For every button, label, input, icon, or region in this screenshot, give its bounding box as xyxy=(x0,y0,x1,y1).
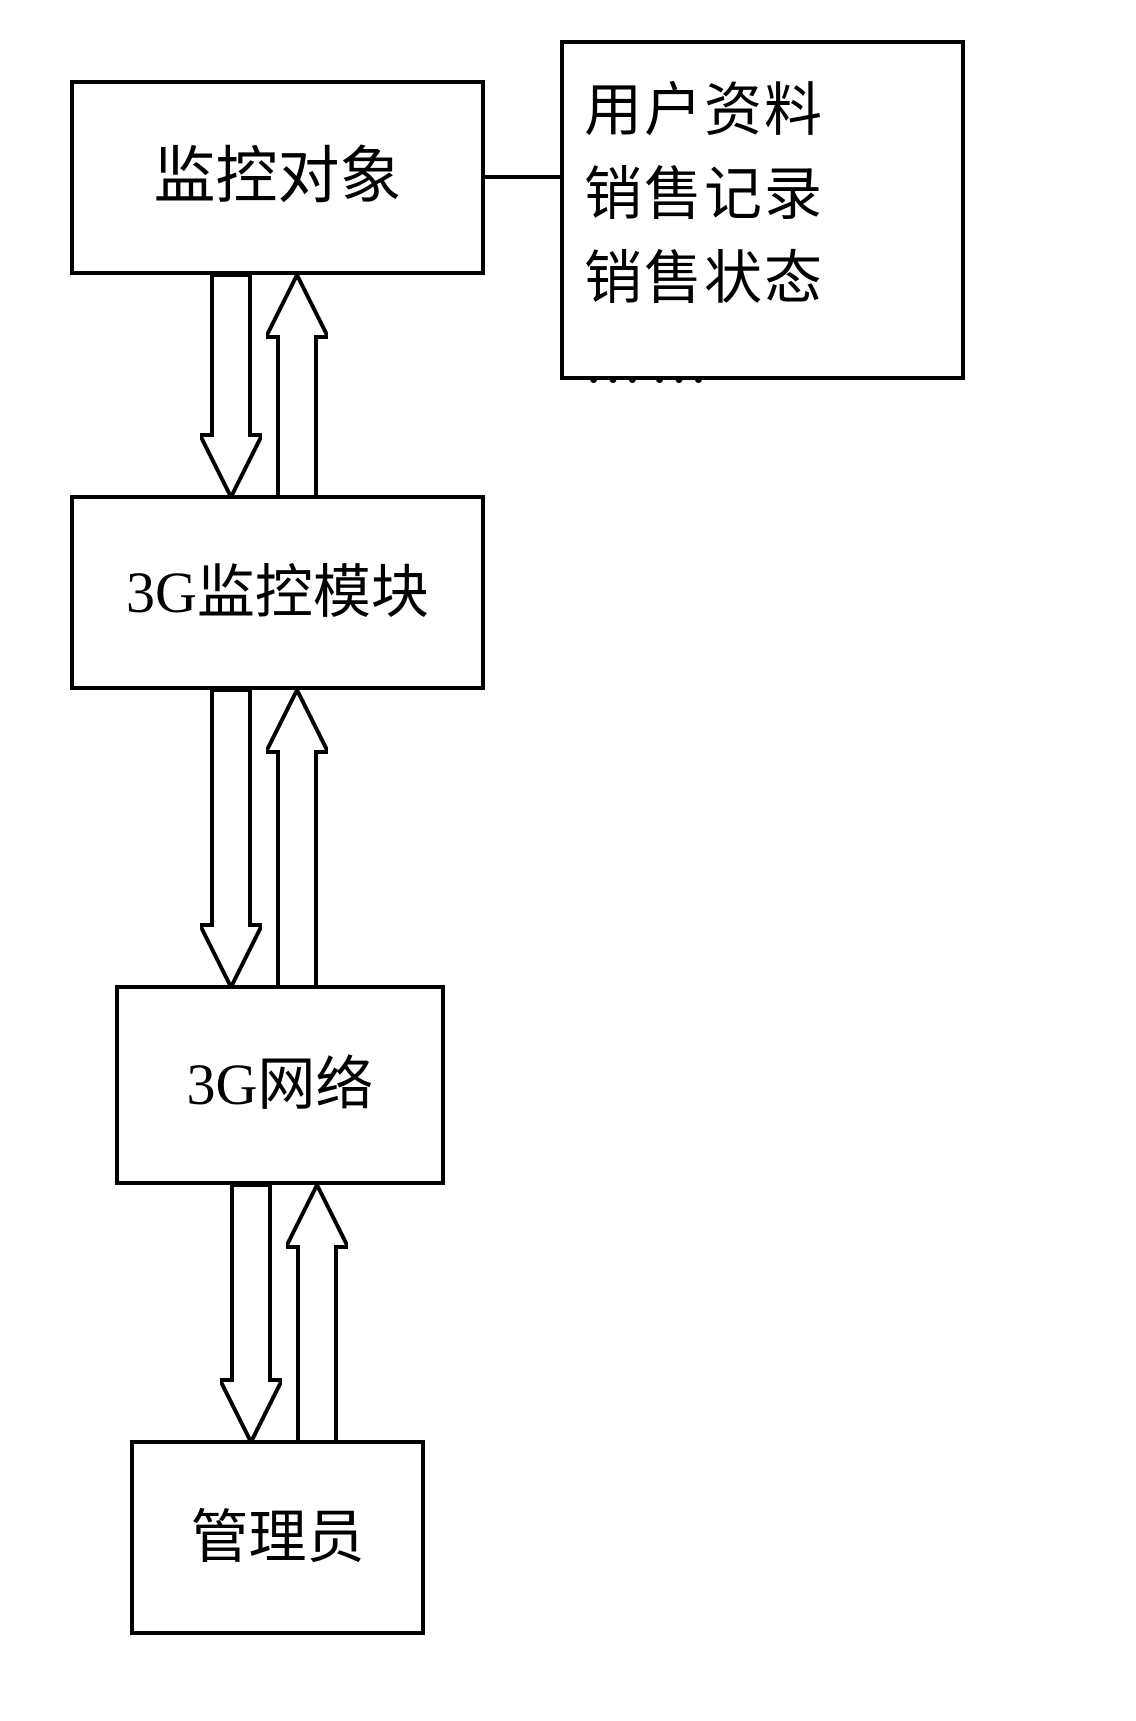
arrow-up-icon xyxy=(286,1185,348,1442)
node-label: 3G网络 xyxy=(187,1047,374,1122)
arrow-bidirectional-2 xyxy=(200,690,328,987)
node-label: 管理员 xyxy=(190,1500,364,1575)
arrow-up-icon xyxy=(266,690,328,987)
node-admin: 管理员 xyxy=(130,1440,425,1635)
arrow-down-icon xyxy=(220,1185,282,1442)
arrow-up-icon xyxy=(266,275,328,497)
info-line: 用户资料 xyxy=(584,69,941,153)
node-info-panel: 用户资料 销售记录 销售状态 …… xyxy=(560,40,965,380)
arrow-down-icon xyxy=(200,275,262,497)
arrow-down-icon xyxy=(200,690,262,987)
node-3g-network: 3G网络 xyxy=(115,985,445,1185)
node-label: 监控对象 xyxy=(153,137,401,218)
node-monitoring-target: 监控对象 xyxy=(70,80,485,275)
info-line: 销售状态 xyxy=(584,237,941,321)
node-3g-module: 3G监控模块 xyxy=(70,495,485,690)
node-label: 3G监控模块 xyxy=(126,555,429,630)
connector-horizontal xyxy=(485,175,560,179)
arrow-bidirectional-3 xyxy=(220,1185,348,1442)
info-line: 销售记录 xyxy=(584,153,941,237)
arrow-bidirectional-1 xyxy=(200,275,328,497)
info-line: …… xyxy=(584,321,941,405)
